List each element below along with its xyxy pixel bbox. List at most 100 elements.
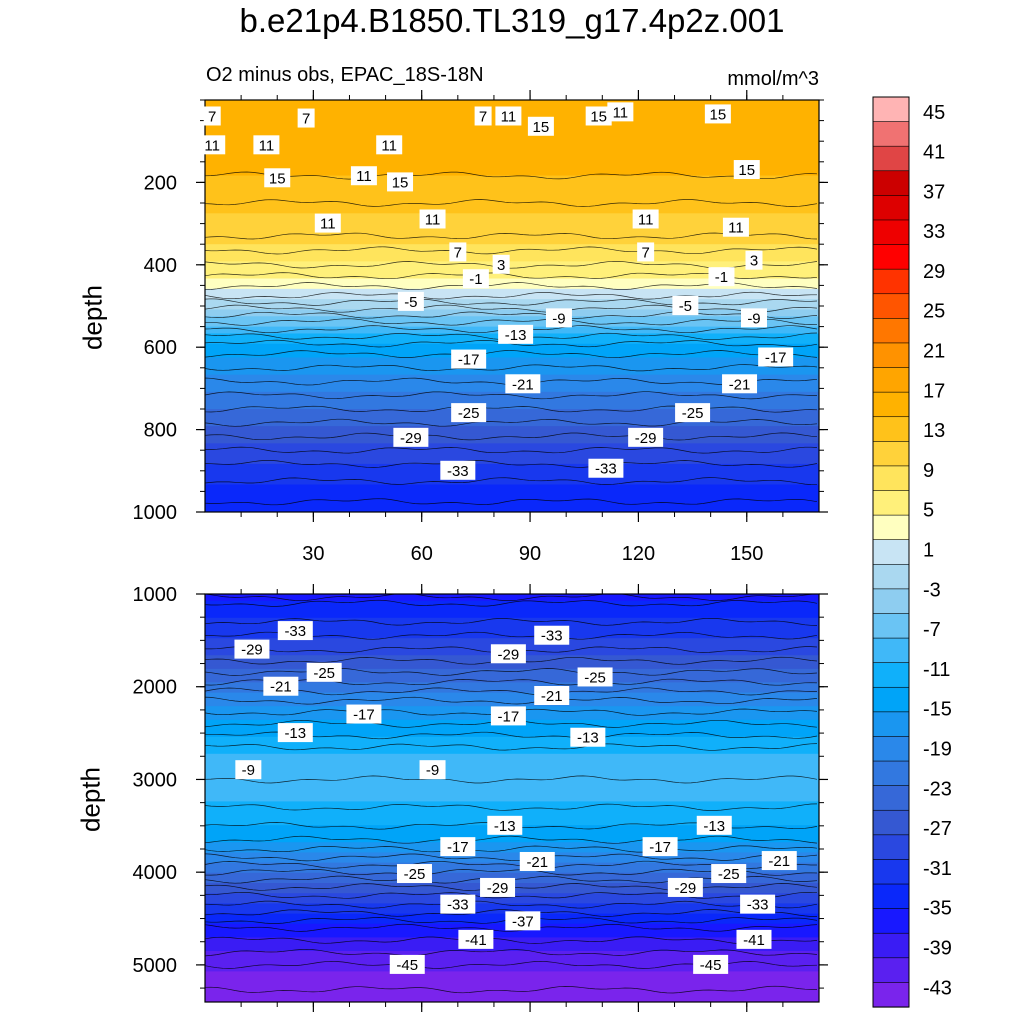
field-band [205, 257, 819, 262]
field-band [205, 271, 819, 276]
field-band [205, 422, 819, 427]
field-band [205, 726, 819, 731]
field-band [205, 794, 819, 799]
contour-label: -13 [570, 727, 606, 747]
colorbar-label: -3 [923, 579, 941, 601]
field-band [205, 450, 819, 455]
field-band [205, 343, 819, 348]
field-band [205, 934, 819, 938]
contour-line [205, 291, 817, 300]
field-band [205, 998, 819, 1002]
colorbar-cell [872, 391, 910, 418]
y-tick-label: 600 [144, 337, 177, 359]
contour-label: 15 [704, 104, 731, 124]
contour-label: 15 [585, 106, 612, 126]
contour-label: -13 [277, 723, 313, 743]
field-band [205, 995, 819, 1000]
field-band [205, 409, 819, 414]
contour-line [205, 446, 818, 454]
svg-text:7: 7 [641, 244, 649, 261]
contour-label: -29 [628, 427, 664, 447]
field-band [205, 770, 819, 775]
field-band [205, 405, 819, 410]
field-band [205, 804, 819, 809]
colorbar-cell [872, 195, 910, 221]
contour-label: 15 [387, 172, 414, 192]
field-band [205, 261, 819, 266]
svg-text:-25: -25 [682, 405, 704, 422]
field-band [205, 845, 819, 850]
field-band [205, 849, 819, 853]
contour-line [205, 909, 817, 917]
contour-label: -33 [440, 894, 476, 914]
field-band [205, 470, 819, 475]
svg-text:7: 7 [479, 108, 487, 125]
field-band [205, 151, 819, 156]
field-band [205, 402, 819, 407]
contour-label: -33 [588, 458, 624, 478]
colorbar-label: -15 [923, 699, 952, 721]
contour-label: -1 [462, 269, 489, 289]
y-tick-label: 800 [144, 420, 177, 442]
field-band [205, 426, 819, 431]
y-tick-label: 5000 [133, 955, 178, 977]
x-tick-label: 60 [411, 543, 433, 565]
field-band [205, 137, 819, 142]
colorbar-cell [872, 268, 910, 295]
field-band [205, 103, 819, 108]
field-band [205, 415, 819, 420]
svg-text:-13: -13 [494, 818, 516, 835]
field-band [205, 702, 819, 707]
colorbar-cell [872, 244, 910, 270]
svg-text:11: 11 [728, 220, 744, 237]
field-band [205, 811, 819, 816]
colorbar-cell [872, 145, 910, 172]
contour-label: -33 [440, 460, 476, 480]
svg-text:-29: -29 [487, 880, 509, 897]
colorbar-cell [872, 539, 910, 565]
contour-label: -17 [346, 704, 382, 724]
svg-text:7: 7 [454, 244, 462, 261]
svg-text:-29: -29 [400, 430, 422, 447]
contour-label: 3 [745, 250, 763, 270]
colorbar-cell [872, 416, 910, 442]
field-band [205, 696, 819, 700]
field-band [205, 429, 819, 434]
svg-text:15: 15 [269, 170, 286, 187]
field-band [205, 760, 819, 765]
contour-label: -29 [393, 427, 429, 447]
field-band [205, 237, 819, 242]
svg-text:-29: -29 [635, 430, 657, 447]
contour-line [205, 835, 818, 844]
svg-text:-45: -45 [700, 957, 722, 974]
contour-line [205, 948, 818, 957]
contour-label: 15 [733, 160, 760, 180]
field-band [205, 395, 819, 400]
field-band [205, 638, 819, 643]
field-band [205, 675, 819, 680]
field-band [205, 487, 819, 492]
field-band [205, 165, 819, 170]
field-band [205, 463, 819, 468]
svg-text:-17: -17 [498, 708, 520, 725]
field-band [205, 264, 819, 269]
field-band [205, 127, 819, 132]
svg-text:-9: -9 [242, 762, 255, 779]
y-tick-label: 4000 [133, 862, 178, 884]
field-band [205, 699, 819, 704]
field-band [205, 964, 819, 969]
colorbar-cell [872, 293, 910, 319]
field-band [205, 227, 819, 232]
field-band [205, 611, 819, 615]
colorbar-label: -27 [923, 818, 952, 840]
contour-label: -13 [696, 815, 732, 835]
svg-text:-45: -45 [396, 957, 418, 974]
field-band [205, 391, 819, 396]
svg-text:-33: -33 [284, 623, 306, 640]
chart-subtitle: O2 minus obs, EPAC_18S-18N [206, 64, 484, 86]
field-band [205, 662, 819, 666]
field-band [205, 900, 819, 904]
field-band [205, 866, 819, 870]
colorbar-cell [872, 367, 910, 393]
